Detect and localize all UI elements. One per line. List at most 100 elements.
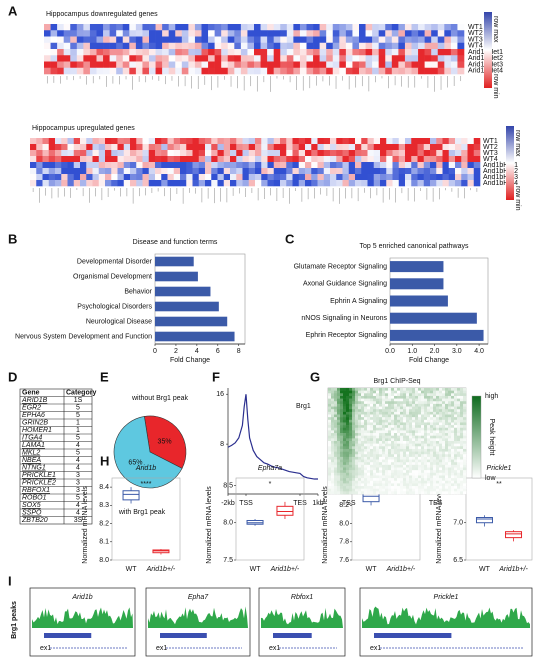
heatmap-cell bbox=[63, 61, 71, 69]
heatmap-cell bbox=[373, 398, 377, 402]
heatmap-cell bbox=[122, 55, 130, 62]
heatmap-cell bbox=[346, 419, 350, 423]
heatmap-cell bbox=[415, 430, 419, 434]
heatmap-cell bbox=[130, 156, 137, 163]
heatmap-cell bbox=[349, 417, 353, 421]
heatmap-cell bbox=[427, 433, 431, 436]
heatmap-cell bbox=[430, 475, 434, 479]
heatmap-cell bbox=[411, 138, 418, 145]
heatmap-cell bbox=[385, 49, 393, 56]
heatmap-cell bbox=[430, 425, 434, 429]
heatmap-cell bbox=[61, 138, 68, 145]
heatmap-cell bbox=[436, 390, 440, 394]
heatmap-cell bbox=[448, 409, 452, 413]
heatmap-cell bbox=[343, 467, 347, 471]
heatmap-cell bbox=[460, 488, 464, 492]
heatmap-cell bbox=[211, 144, 218, 151]
heatmap-cell bbox=[346, 486, 350, 489]
heatmap-cell bbox=[358, 393, 362, 397]
category-label: nNOS Signaling in Neurons bbox=[301, 315, 387, 322]
heatmap-cell bbox=[400, 425, 404, 429]
heatmap-cell bbox=[355, 433, 359, 436]
heatmap-cell bbox=[457, 456, 461, 460]
heatmap-cell bbox=[406, 462, 410, 466]
heatmap-cell bbox=[317, 168, 325, 175]
heatmap-cell bbox=[326, 67, 334, 75]
heatmap-cell bbox=[430, 156, 437, 163]
heatmap-cell bbox=[367, 446, 371, 450]
heatmap-cell bbox=[454, 448, 458, 452]
heatmap-cell bbox=[331, 438, 335, 442]
heatmap-cell bbox=[221, 36, 229, 44]
heatmap-cell bbox=[394, 459, 398, 463]
heatmap-cell bbox=[343, 395, 347, 399]
heatmap-cell bbox=[391, 427, 395, 431]
heatmap-cell bbox=[373, 478, 377, 482]
heatmap-cell bbox=[73, 144, 81, 151]
heatmap-cell bbox=[382, 422, 386, 426]
heatmap-cell bbox=[201, 24, 209, 31]
heatmap-cell bbox=[451, 448, 455, 452]
heatmap-cell bbox=[96, 36, 104, 44]
heatmap-cell bbox=[379, 433, 383, 436]
heatmap-cell bbox=[205, 156, 212, 163]
heatmap-cell bbox=[379, 459, 383, 463]
heatmap-cell bbox=[343, 448, 347, 452]
heatmap-cell bbox=[409, 393, 413, 397]
heatmap-cell bbox=[57, 30, 64, 37]
heatmap-cell bbox=[398, 49, 406, 56]
heatmap-cell bbox=[352, 451, 356, 455]
heatmap-cell bbox=[323, 168, 331, 175]
heatmap-cell bbox=[214, 24, 222, 31]
heatmap-cell bbox=[364, 395, 368, 399]
heatmap-cell bbox=[433, 398, 437, 402]
heatmap-cell bbox=[388, 401, 392, 405]
heatmap-cell bbox=[444, 42, 452, 50]
heatmap-cell bbox=[340, 488, 344, 492]
heatmap-cell bbox=[382, 478, 386, 482]
heatmap-cell bbox=[373, 443, 377, 447]
heatmap-cell bbox=[397, 443, 401, 447]
heatmap-cell bbox=[367, 150, 375, 157]
heatmap-cell bbox=[415, 486, 419, 489]
heatmap-cell bbox=[448, 401, 452, 405]
heatmap-cell bbox=[361, 388, 365, 391]
heatmap-cell bbox=[397, 472, 401, 476]
heatmap-cell bbox=[391, 478, 395, 482]
heatmap-cell bbox=[379, 448, 383, 452]
x-tick-label: Arid1b+/- bbox=[498, 566, 528, 573]
heatmap-cell bbox=[36, 180, 43, 187]
heatmap-cell bbox=[439, 491, 443, 495]
heatmap-cell bbox=[336, 174, 343, 181]
heatmap-cell bbox=[161, 174, 168, 181]
heatmap-cell bbox=[412, 419, 416, 423]
category-label: Nervous System Development and Function bbox=[15, 333, 152, 340]
heatmap-cell bbox=[359, 55, 366, 62]
heatmap-cell bbox=[286, 180, 293, 187]
heatmap-cell bbox=[205, 180, 212, 187]
heatmap-cell bbox=[332, 61, 340, 69]
heatmap-cell bbox=[348, 156, 356, 163]
heatmap-cell bbox=[286, 138, 293, 145]
heatmap-cell bbox=[460, 430, 464, 434]
heatmap-cell bbox=[445, 483, 449, 487]
heatmap-cell bbox=[442, 480, 446, 484]
heatmap-cell bbox=[273, 180, 281, 187]
box bbox=[475, 517, 493, 524]
heatmap-cell bbox=[418, 462, 422, 466]
heatmap-cell bbox=[311, 144, 318, 151]
heatmap-cell bbox=[352, 488, 356, 492]
heatmap-cell bbox=[167, 162, 175, 169]
heatmap-cell bbox=[355, 435, 359, 439]
heatmap-cell bbox=[361, 403, 365, 407]
heatmap-cell bbox=[337, 441, 341, 444]
heatmap-cell bbox=[454, 478, 458, 482]
heatmap-cell bbox=[388, 478, 392, 482]
heatmap-cell bbox=[242, 138, 250, 145]
heatmap-cell bbox=[336, 180, 343, 187]
heatmap-cell bbox=[343, 459, 347, 463]
heatmap-cell bbox=[367, 411, 371, 415]
heatmap-cell bbox=[50, 36, 58, 44]
heatmap-cell bbox=[135, 67, 143, 75]
heatmap-cell bbox=[463, 435, 467, 439]
